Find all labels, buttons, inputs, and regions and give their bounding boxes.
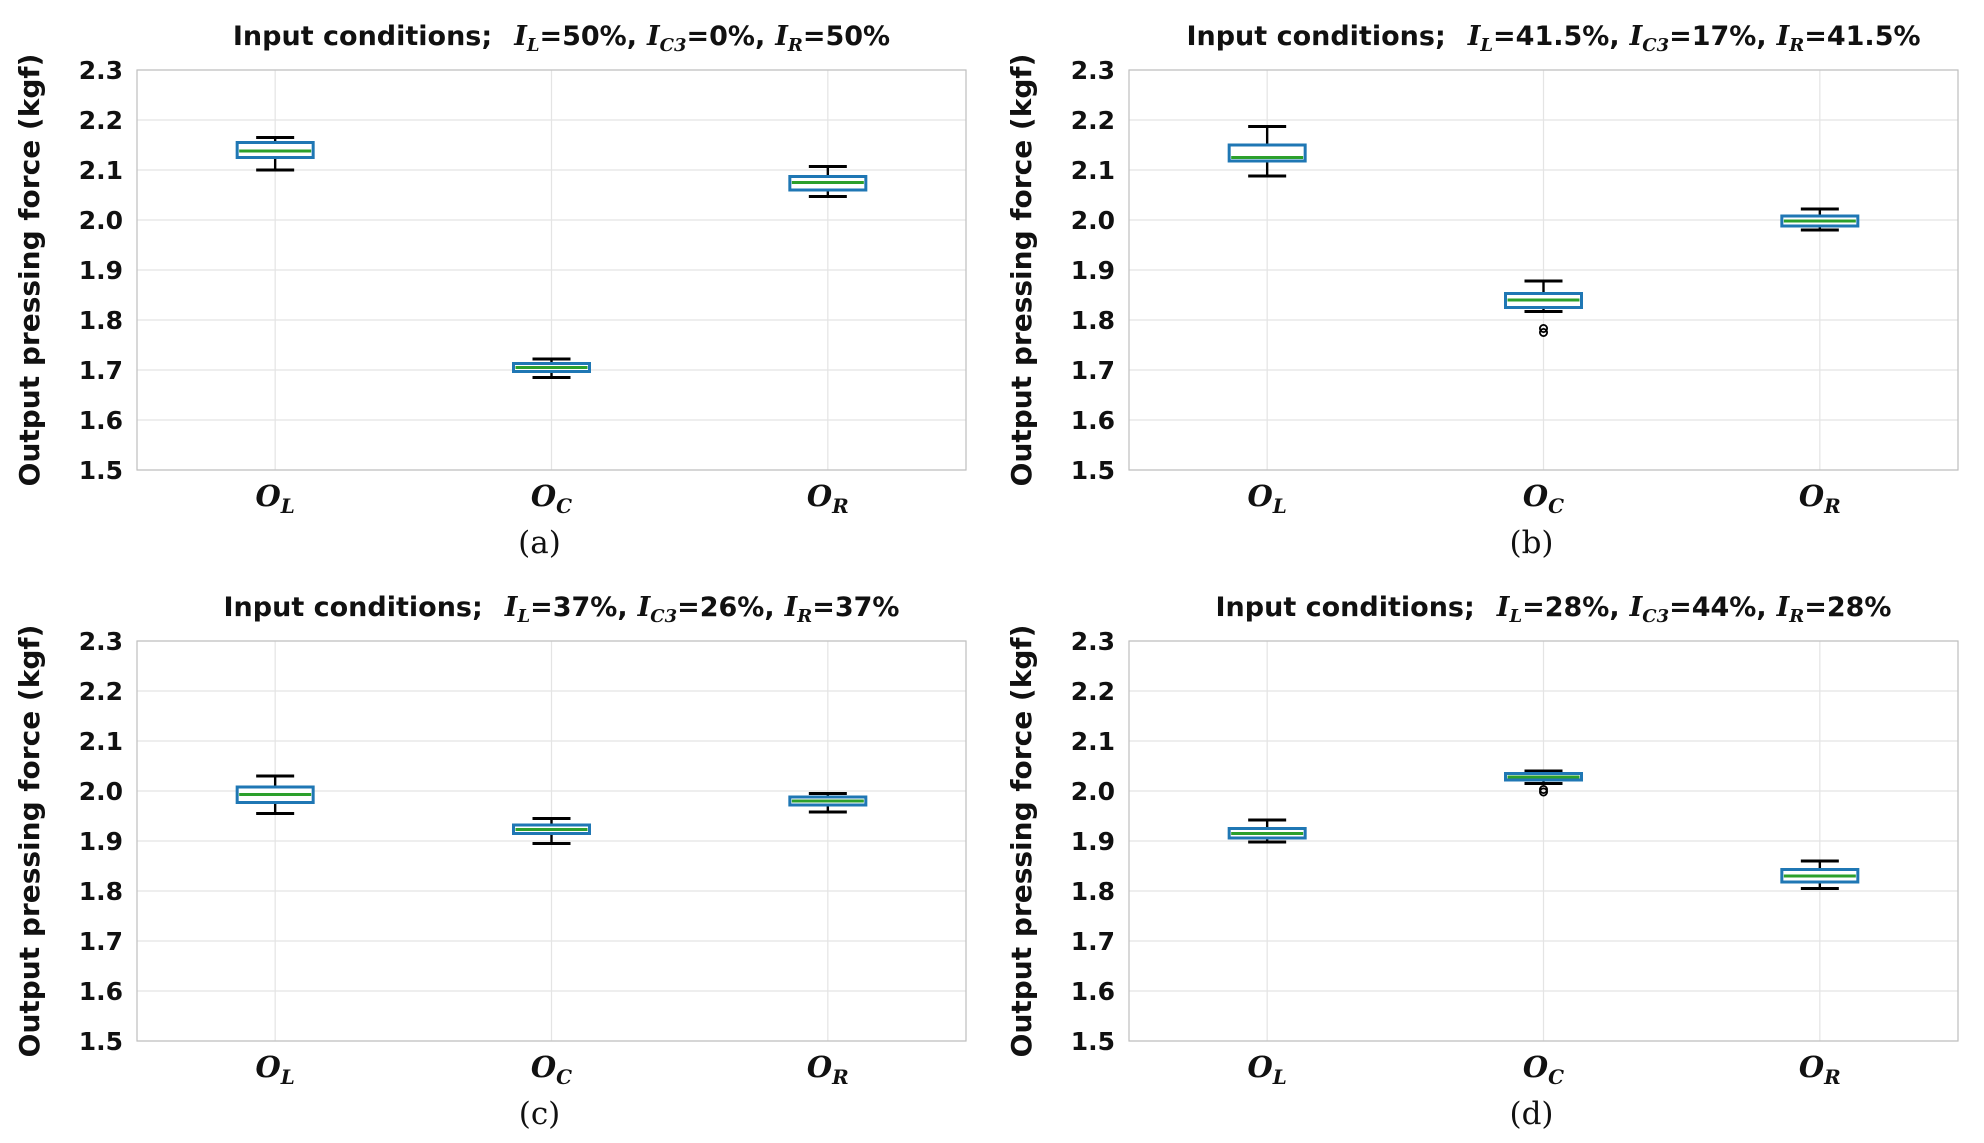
chart-title: Input conditions; IL=28%, IC3=44%, IR=28% bbox=[1216, 592, 1892, 627]
chart-panel-b: 1.5 1.6 1.7 1.8 1.9 2.0 2.1 2.2 2.3 Output pressi… bbox=[992, 0, 1984, 571]
y-tick-label: 2.2 bbox=[1071, 677, 1115, 706]
box-C bbox=[1504, 769, 1583, 797]
y-tick-label: 2.1 bbox=[1071, 727, 1115, 756]
x-tick-label: OR bbox=[1799, 479, 1841, 518]
chart-panel-a: 1.5 1.6 1.7 1.8 1.9 2.0 2.1 2.2 2.3 Output pressi… bbox=[0, 0, 992, 571]
y-tick-label: 1.9 bbox=[79, 827, 123, 856]
x-tick-label: OC bbox=[531, 1050, 572, 1089]
y-tick-label: 1.7 bbox=[79, 927, 123, 956]
y-tick-label: 2.2 bbox=[79, 106, 123, 135]
x-tick-label: OR bbox=[807, 1050, 849, 1089]
x-tick-label: OC bbox=[531, 479, 572, 518]
y-tick-label: 1.6 bbox=[79, 406, 123, 435]
x-tick-label: OL bbox=[256, 479, 295, 518]
x-tick-label: OR bbox=[807, 479, 849, 518]
y-tick-label: 2.1 bbox=[79, 156, 123, 185]
chart-svg-a: 1.5 1.6 1.7 1.8 1.9 2.0 2.1 2.2 2.3 Output pressi… bbox=[13, 21, 967, 561]
axes-frame bbox=[136, 69, 967, 471]
axes-frame bbox=[1128, 640, 1959, 1042]
box-L bbox=[1227, 818, 1307, 844]
y-tick-label: 1.5 bbox=[79, 1027, 123, 1056]
outlier-point bbox=[1539, 784, 1549, 794]
panel-caption: (a) bbox=[518, 525, 561, 561]
chart-panel-d: 1.5 1.6 1.7 1.8 1.9 2.0 2.1 2.2 2.3 Output pressi… bbox=[992, 571, 1984, 1142]
box-L bbox=[1227, 125, 1307, 178]
y-tick-label: 2.0 bbox=[1071, 206, 1115, 235]
y-tick-label: 2.1 bbox=[79, 727, 123, 756]
y-tick-label: 1.6 bbox=[1071, 977, 1115, 1006]
y-tick-label: 1.5 bbox=[1071, 1027, 1115, 1056]
x-tick-label: OL bbox=[256, 1050, 295, 1089]
panel-caption: (c) bbox=[519, 1096, 561, 1132]
box-C bbox=[512, 357, 591, 379]
panel-caption: (d) bbox=[1509, 1096, 1553, 1132]
chart-svg-c: 1.5 1.6 1.7 1.8 1.9 2.0 2.1 2.2 2.3 Output pressi… bbox=[13, 592, 967, 1132]
y-tick-label: 2.2 bbox=[79, 677, 123, 706]
y-tick-label: 1.7 bbox=[79, 356, 123, 385]
box-L bbox=[235, 774, 315, 815]
x-tick-label: OC bbox=[1523, 479, 1564, 518]
y-axis-label: Output pressing force (kgf) bbox=[13, 54, 46, 487]
chart-title: Input conditions; IL=41.5%, IC3=17%, IR=41.… bbox=[1186, 21, 1920, 56]
panel-caption: (b) bbox=[1509, 525, 1553, 561]
y-tick-label: 2.0 bbox=[1071, 777, 1115, 806]
y-tick-label: 2.0 bbox=[79, 206, 123, 235]
box-L bbox=[235, 136, 315, 172]
y-tick-label: 1.6 bbox=[79, 977, 123, 1006]
y-tick-label: 2.3 bbox=[79, 627, 123, 656]
grid bbox=[137, 69, 966, 471]
y-tick-label: 1.7 bbox=[1071, 356, 1115, 385]
box-R bbox=[1780, 859, 1860, 890]
box-R bbox=[1780, 207, 1860, 232]
chart-title: Input conditions; IL=37%, IC3=26%, IR=37% bbox=[224, 592, 900, 627]
y-tick-label: 1.7 bbox=[1071, 927, 1115, 956]
y-tick-label: 1.6 bbox=[1071, 406, 1115, 435]
x-tick-label: OL bbox=[1248, 1050, 1287, 1089]
y-tick-label: 2.0 bbox=[79, 777, 123, 806]
chart-svg-d: 1.5 1.6 1.7 1.8 1.9 2.0 2.1 2.2 2.3 Output pressi… bbox=[1005, 592, 1959, 1132]
y-tick-label: 2.3 bbox=[1071, 56, 1115, 85]
y-tick-label: 1.8 bbox=[79, 306, 123, 335]
y-tick-label: 1.8 bbox=[1071, 306, 1115, 335]
y-tick-label: 2.1 bbox=[1071, 156, 1115, 185]
y-tick-label: 1.5 bbox=[1071, 456, 1115, 485]
y-tick-label: 1.8 bbox=[79, 877, 123, 906]
x-tick-label: OC bbox=[1523, 1050, 1564, 1089]
outlier-point bbox=[1539, 323, 1549, 333]
axes-frame bbox=[1128, 69, 1959, 471]
x-tick-label: OL bbox=[1248, 479, 1287, 518]
chart-panel-c: 1.5 1.6 1.7 1.8 1.9 2.0 2.1 2.2 2.3 Output pressi… bbox=[0, 571, 992, 1142]
box-R bbox=[788, 165, 868, 198]
y-tick-label: 1.9 bbox=[79, 256, 123, 285]
axes-frame bbox=[136, 640, 967, 1042]
y-tick-label: 2.3 bbox=[79, 56, 123, 85]
grid bbox=[1129, 69, 1958, 471]
box-R bbox=[788, 792, 868, 814]
box-C bbox=[512, 817, 591, 845]
outlier-point bbox=[1539, 327, 1549, 337]
chart-title: Input conditions; IL=50%, IC3=0%, IR=50% bbox=[233, 21, 890, 56]
box-C bbox=[1504, 279, 1583, 337]
y-tick-label: 1.9 bbox=[1071, 256, 1115, 285]
y-tick-label: 1.5 bbox=[79, 456, 123, 485]
x-tick-label: OR bbox=[1799, 1050, 1841, 1089]
y-axis-label: Output pressing force (kgf) bbox=[1005, 54, 1038, 487]
y-tick-label: 1.9 bbox=[1071, 827, 1115, 856]
chart-svg-b: 1.5 1.6 1.7 1.8 1.9 2.0 2.1 2.2 2.3 Output pressi… bbox=[1005, 21, 1959, 561]
y-tick-label: 1.8 bbox=[1071, 877, 1115, 906]
y-axis-label: Output pressing force (kgf) bbox=[1005, 625, 1038, 1058]
y-axis-label: Output pressing force (kgf) bbox=[13, 625, 46, 1058]
y-tick-label: 2.2 bbox=[1071, 106, 1115, 135]
y-tick-label: 2.3 bbox=[1071, 627, 1115, 656]
